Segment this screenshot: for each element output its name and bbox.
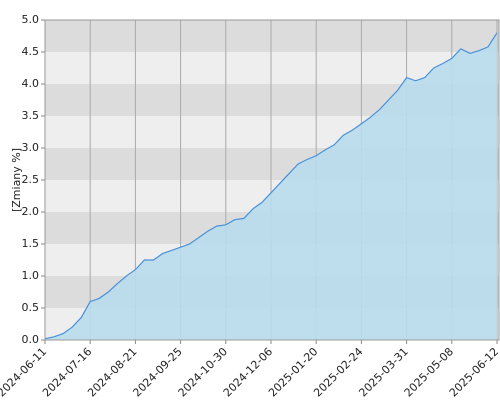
line [44,32,498,340]
y-tick-label: 4.0 [22,77,40,90]
y-tick-label: 5.0 [22,13,40,26]
y-tick-label: 1.0 [22,269,40,282]
y-axis-label: [Zmiany %] [10,148,23,212]
area [45,32,497,341]
y-tick-label: 2.5 [22,173,40,186]
y-tick-label: 4.5 [22,45,40,58]
y-tick-label: 0.0 [22,333,40,346]
y-tick-label: 2.0 [22,205,40,218]
y-tick-label: 0.5 [22,301,40,314]
y-tick-label: 3.0 [22,141,40,154]
plot-border [44,19,500,341]
y-tick-label: 1.5 [22,237,40,250]
y-tick-label: 3.5 [22,109,40,122]
band [45,20,499,52]
